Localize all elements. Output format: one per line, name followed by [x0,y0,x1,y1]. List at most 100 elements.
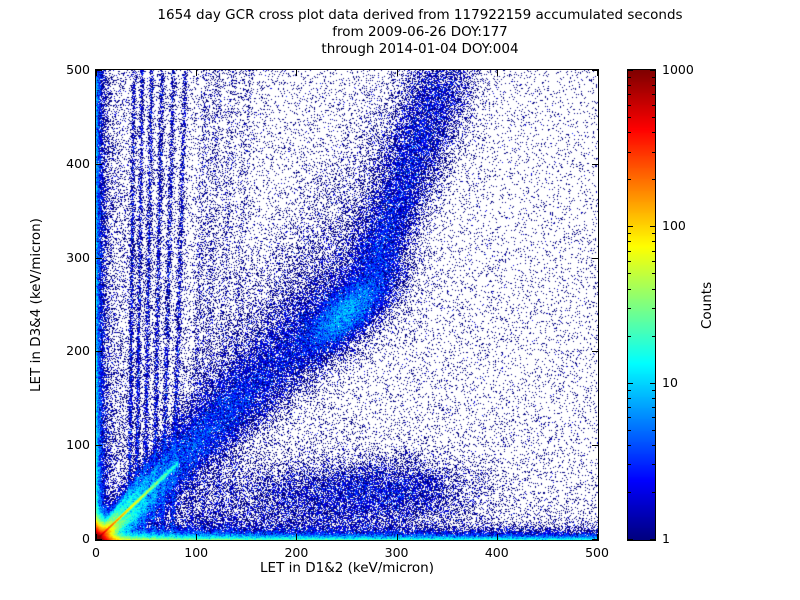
colorbar-minor-tick [652,417,655,419]
colorbar-minor-tick [652,389,655,391]
title-line-3: through 2014-01-04 DOY:004 [321,41,519,57]
colorbar-label: Counts [699,281,715,329]
colorbar-minor-tick [652,397,655,399]
title-line-2: from 2009-06-26 DOY:177 [332,24,508,40]
colorbar-minor-tick [628,250,631,252]
y-tick-label: 500 [66,62,90,77]
x-axis-label: LET in D1&2 (keV/micron) [260,560,434,576]
colorbar-tick-label: 100 [662,218,686,234]
x-tick [96,534,97,540]
y-tick [592,351,598,353]
colorbar-tick [628,70,633,71]
x-tick [396,534,398,540]
colorbar-minor-tick [652,233,655,235]
y-tick [96,539,102,540]
x-tick [196,534,198,540]
colorbar-minor-tick [652,77,655,79]
colorbar-minor-tick [628,85,631,87]
colorbar-minor-tick [628,94,631,96]
colorbar-tick [650,70,655,71]
colorbar-minor-tick [652,241,655,243]
colorbar-minor-tick [628,273,631,275]
colorbar-minor-tick [628,132,631,134]
colorbar-border [627,69,656,541]
y-tick-label: 100 [66,437,90,453]
colorbar-minor-tick [628,406,631,408]
x-tick-label: 400 [484,545,509,560]
x-tick [597,534,598,540]
colorbar-canvas [628,70,655,540]
colorbar-minor-tick [628,104,631,106]
colorbar-minor-tick [652,335,655,337]
colorbar-tick [628,226,633,228]
x-tick [196,70,198,76]
colorbar-minor-tick [628,288,631,290]
y-tick-label: 400 [66,155,90,171]
colorbar-minor-tick [628,429,631,431]
y-tick [96,163,102,165]
colorbar-minor-tick [628,335,631,337]
chart-title: 1654 day GCR cross plot data derived fro… [30,7,800,58]
colorbar-minor-tick [652,444,655,446]
y-axis-label: LET in D3&4 (keV/micron) [28,218,44,392]
y-tick [592,445,598,447]
title-line-1: 1654 day GCR cross plot data derived fro… [157,7,683,23]
x-tick-label: 100 [184,545,209,560]
colorbar-minor-tick [628,308,631,310]
colorbar-minor-tick [628,233,631,235]
colorbar-minor-tick [628,464,631,466]
y-tick-label: 0 [82,531,90,546]
colorbar-minor-tick [652,308,655,310]
colorbar-minor-tick [652,85,655,87]
colorbar-minor-tick [628,117,631,119]
colorbar-minor-tick [652,429,655,431]
colorbar-minor-tick [652,273,655,275]
x-tick-label: 200 [284,545,309,560]
colorbar-tick-label: 1000 [662,62,694,77]
colorbar-tick [650,226,655,228]
colorbar-minor-tick [652,179,655,181]
y-tick [96,445,102,447]
y-tick [592,70,598,71]
x-tick [496,534,498,540]
y-tick [592,257,598,259]
colorbar-minor-tick [628,444,631,446]
x-tick-label: 0 [92,545,100,560]
y-tick [96,257,102,259]
colorbar-minor-tick [628,389,631,391]
y-tick [592,539,598,540]
colorbar-minor-tick [628,261,631,263]
colorbar-minor-tick [652,104,655,106]
colorbar-tick [628,382,633,384]
colorbar-minor-tick [628,397,631,399]
colorbar-minor-tick [628,151,631,153]
y-tick [96,70,102,71]
x-tick [496,70,498,76]
colorbar-tick [650,539,655,540]
colorbar-minor-tick [652,94,655,96]
plot-border [95,69,599,541]
colorbar-minor-tick [652,406,655,408]
x-tick-label: 300 [384,545,409,560]
colorbar-tick [650,382,655,384]
y-tick-label: 200 [66,343,90,359]
colorbar-minor-tick [652,288,655,290]
x-tick-label: 500 [585,545,609,560]
y-tick-label: 300 [66,249,90,265]
colorbar-minor-tick [628,241,631,243]
colorbar-tick-label: 1 [662,531,670,546]
colorbar-minor-tick [652,261,655,263]
colorbar-minor-tick [652,491,655,493]
colorbar-minor-tick [628,77,631,79]
y-tick [96,351,102,353]
x-tick [396,70,398,76]
y-tick [592,163,598,165]
x-tick [296,70,298,76]
colorbar-tick-label: 10 [662,374,678,390]
colorbar-minor-tick [652,117,655,119]
colorbar-tick [628,539,633,540]
colorbar-minor-tick [652,464,655,466]
colorbar-minor-tick [628,417,631,419]
colorbar-minor-tick [628,491,631,493]
